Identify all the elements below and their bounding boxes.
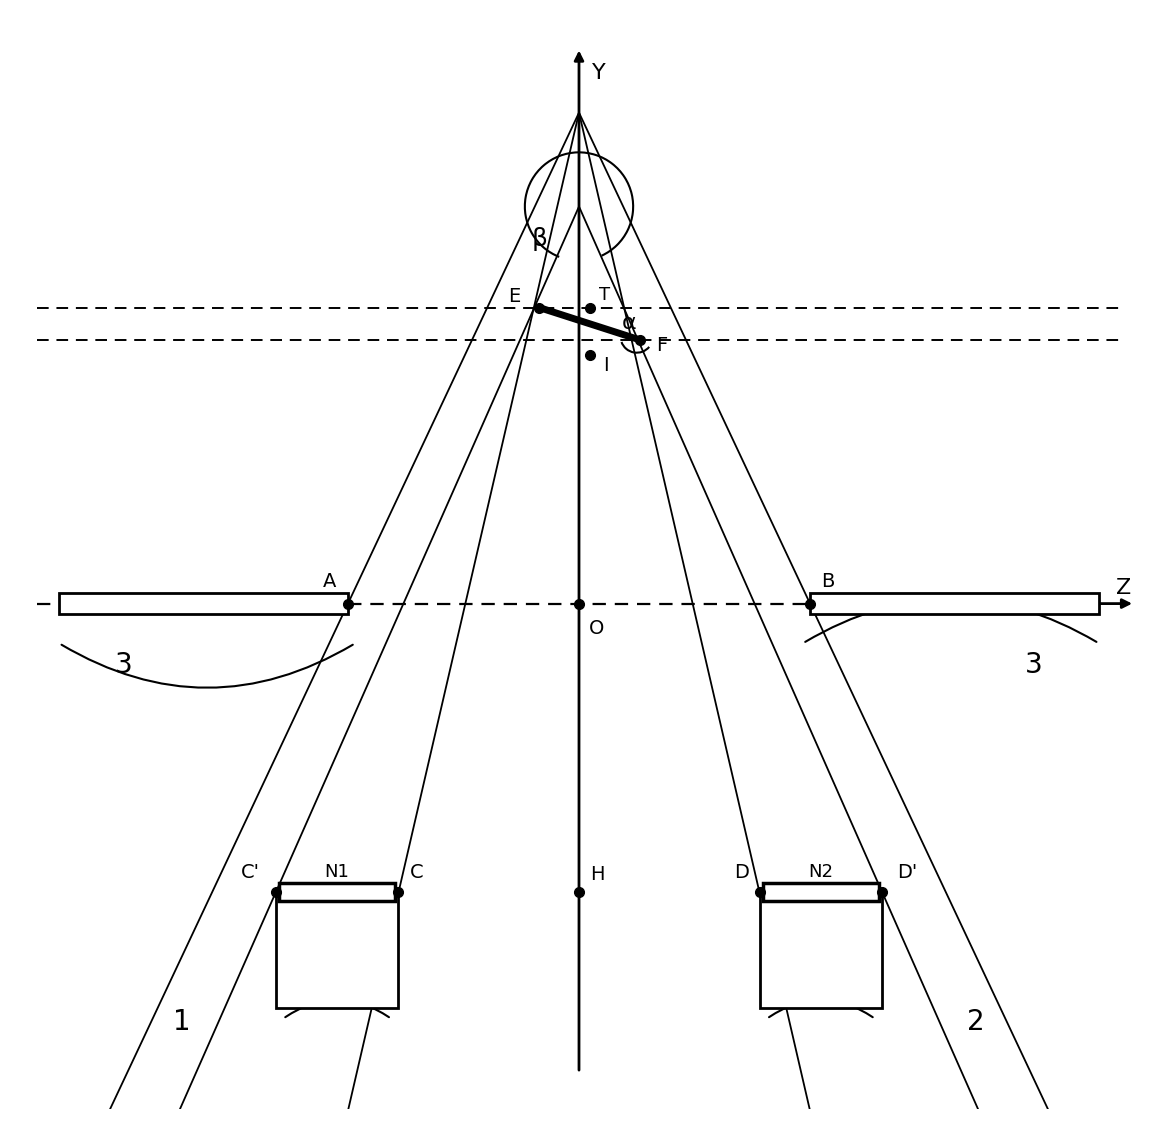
Text: C': C': [241, 863, 261, 882]
Text: Y: Y: [593, 62, 606, 83]
FancyArrowPatch shape: [285, 1000, 389, 1017]
FancyArrowPatch shape: [805, 599, 1097, 642]
Text: C: C: [410, 863, 424, 882]
Text: N2: N2: [808, 864, 834, 881]
Text: D: D: [734, 863, 749, 882]
Text: 3: 3: [116, 651, 133, 679]
Text: E: E: [508, 287, 520, 306]
Text: N1: N1: [324, 864, 350, 881]
Text: D': D': [897, 863, 917, 882]
Text: A: A: [323, 572, 337, 591]
Text: Z: Z: [1116, 578, 1131, 598]
Text: T: T: [599, 286, 610, 303]
Text: 1: 1: [173, 1008, 191, 1036]
FancyArrowPatch shape: [61, 645, 353, 688]
Bar: [763, 883, 879, 901]
Bar: [279, 883, 395, 901]
Bar: [811, 592, 1099, 614]
Bar: [276, 892, 398, 1008]
Text: H: H: [589, 865, 604, 884]
Text: 3: 3: [1025, 651, 1042, 679]
Bar: [59, 592, 347, 614]
Text: F: F: [657, 336, 668, 354]
Bar: [760, 892, 882, 1008]
Text: B: B: [821, 572, 835, 591]
Text: α: α: [622, 313, 637, 334]
Text: β: β: [532, 227, 548, 251]
Text: 2: 2: [967, 1008, 985, 1036]
Text: I: I: [603, 356, 609, 375]
Text: O: O: [589, 620, 604, 638]
FancyArrowPatch shape: [769, 1000, 873, 1017]
